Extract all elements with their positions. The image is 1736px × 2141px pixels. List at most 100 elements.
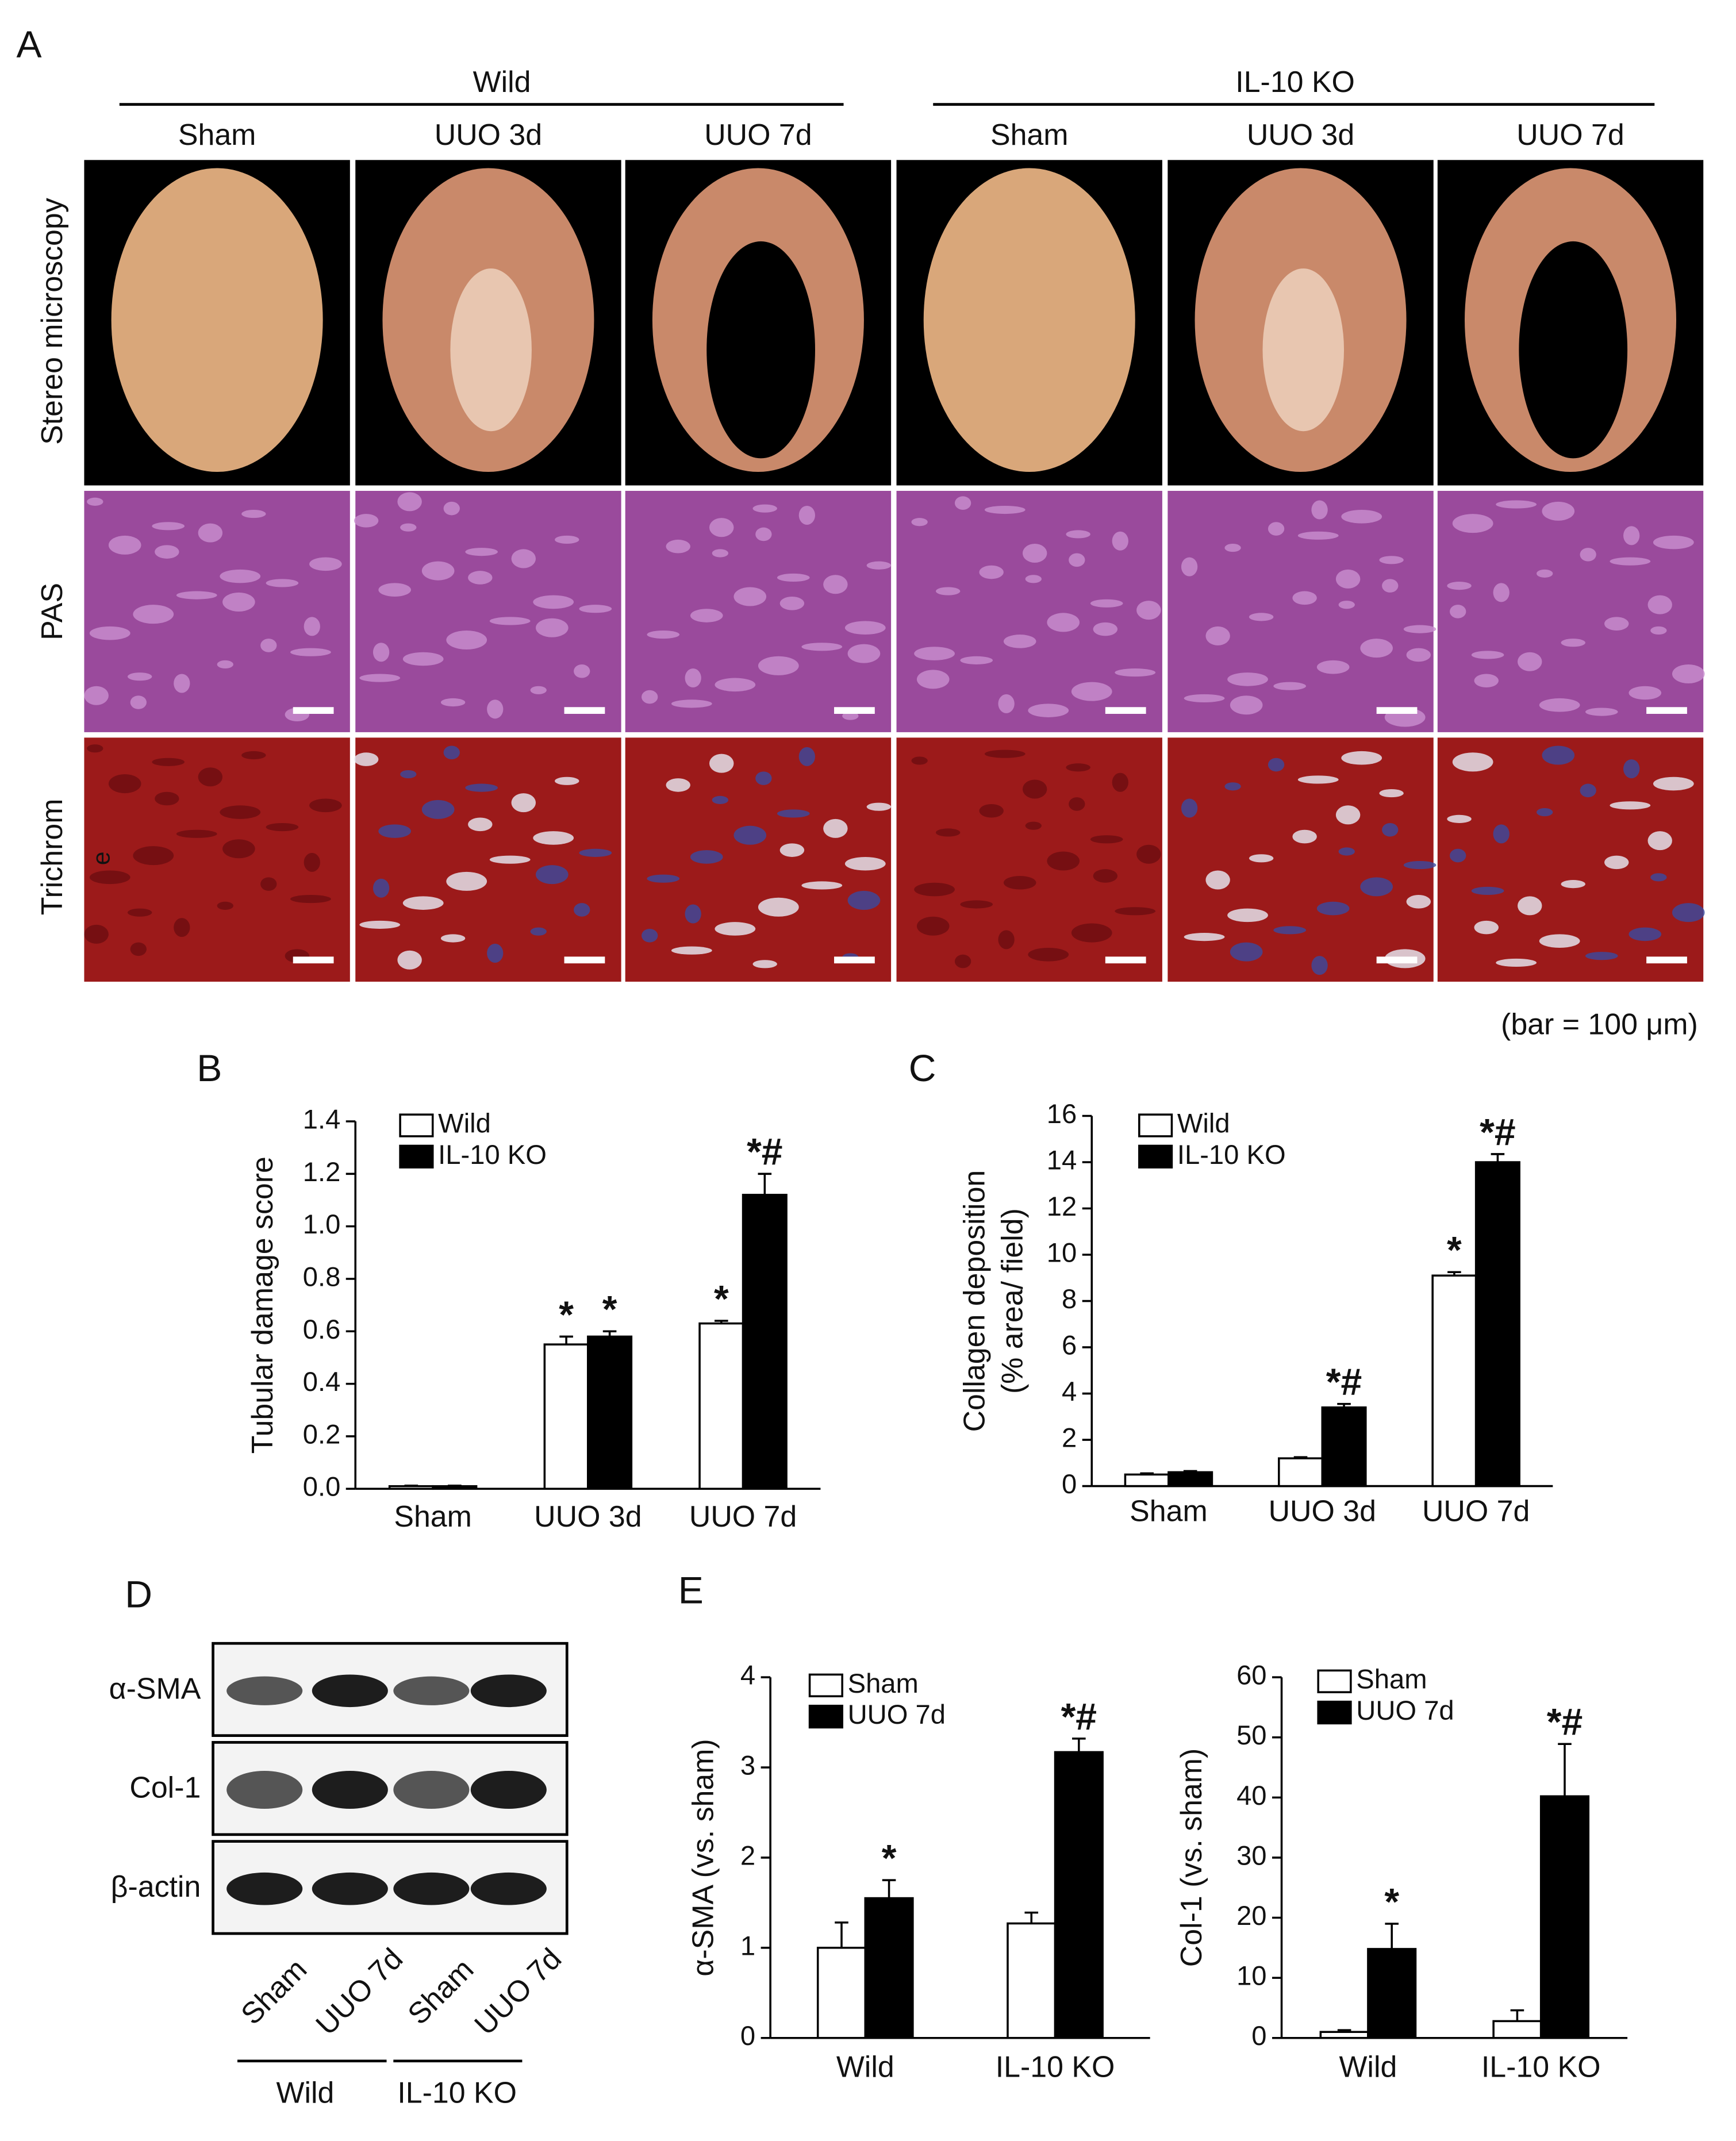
tissue-texture <box>266 579 299 587</box>
significance-mark: * <box>714 1277 729 1320</box>
tissue-texture <box>152 758 185 766</box>
tissue-texture <box>198 523 223 543</box>
tissue-texture <box>1115 668 1156 677</box>
tissue-texture <box>1647 831 1672 851</box>
significance-mark: * <box>602 1288 617 1331</box>
tissue-texture <box>642 928 658 943</box>
tissue-texture <box>1136 844 1161 864</box>
y-axis-label: Tubular damage score <box>245 1156 279 1454</box>
tissue-texture <box>1610 557 1651 566</box>
tissue-texture <box>1205 870 1230 890</box>
tissue-texture <box>685 904 701 924</box>
tissue-texture <box>260 877 277 891</box>
tissue-texture <box>671 699 712 708</box>
tissue-texture <box>1360 639 1393 658</box>
tissue-texture <box>1335 805 1361 825</box>
tissue-texture <box>1230 942 1263 962</box>
tissue-texture <box>752 504 777 513</box>
tissue-texture <box>954 496 971 510</box>
panel-label: B <box>197 1047 222 1089</box>
tissue-texture <box>1093 869 1118 883</box>
y-tick-label: 10 <box>1047 1237 1077 1268</box>
bar <box>543 1343 589 1490</box>
tissue-texture <box>1003 875 1036 890</box>
tissue-texture <box>1184 694 1225 703</box>
y-tick-label: 0.4 <box>303 1366 341 1397</box>
tissue-texture <box>354 752 379 766</box>
tissue-texture <box>1069 797 1085 811</box>
tissue-texture <box>823 818 848 838</box>
tissue-texture <box>715 922 756 936</box>
tissue-texture <box>1224 782 1241 791</box>
tissue-texture <box>823 575 848 594</box>
tissue-texture <box>487 699 504 719</box>
tissue-texture <box>397 950 422 970</box>
column-label: Sham <box>990 118 1069 151</box>
legend-swatch <box>399 1113 434 1137</box>
tissue-texture <box>1537 569 1553 578</box>
tissue-texture <box>1471 651 1504 659</box>
tissue-texture <box>847 890 881 910</box>
tissue-texture <box>1672 664 1705 683</box>
kidney-cavity <box>706 241 815 459</box>
bar <box>1007 1922 1057 2039</box>
tissue-texture <box>1227 908 1268 922</box>
tissue-texture <box>866 802 892 811</box>
tissue-texture <box>960 656 993 664</box>
tissue-texture <box>87 744 103 753</box>
tissue-texture <box>421 799 455 819</box>
tissue-texture <box>916 670 950 689</box>
legend-swatch <box>1138 1144 1173 1168</box>
tissue-texture <box>1672 903 1705 922</box>
tissue-texture <box>798 505 815 525</box>
tissue-texture <box>1629 686 1662 700</box>
tissue-texture <box>1047 851 1080 871</box>
row-label: PAS <box>35 583 68 640</box>
legend-swatch <box>1138 1113 1173 1137</box>
tissue-texture <box>1493 824 1510 844</box>
x-tick-label: Wild <box>1339 2050 1397 2084</box>
bar <box>1054 1751 1104 2039</box>
tissue-texture <box>1268 522 1285 536</box>
tissue-texture <box>1561 639 1585 647</box>
tissue-texture <box>979 565 1004 579</box>
band <box>312 1674 388 1708</box>
tissue-texture <box>84 686 109 705</box>
tissue-texture <box>1403 625 1437 633</box>
tissue-texture <box>755 771 772 785</box>
tissue-texture <box>530 686 547 694</box>
y-tick-label: 14 <box>1047 1145 1077 1175</box>
tissue-texture <box>709 518 734 537</box>
tissue-texture <box>489 617 531 625</box>
tissue-texture <box>1338 847 1355 856</box>
y-tick-label: 2 <box>1062 1423 1077 1453</box>
tissue-texture <box>1493 583 1510 602</box>
kidney <box>923 168 1135 472</box>
y-tick-label: 12 <box>1047 1191 1077 1221</box>
tissue-texture <box>1227 672 1268 686</box>
x-tick-label: IL-10 KO <box>1481 2050 1601 2084</box>
significance-mark: *# <box>1326 1360 1362 1403</box>
tissue-texture <box>354 514 379 528</box>
band <box>470 1872 547 1905</box>
tissue-texture <box>266 822 299 832</box>
tissue-texture <box>555 777 579 785</box>
group-label: IL-10 KO <box>1235 65 1355 98</box>
tissue-texture <box>84 924 109 944</box>
tissue-texture <box>690 850 723 864</box>
tissue-texture <box>911 756 928 765</box>
significance-mark: *# <box>1061 1695 1097 1738</box>
panel-label: E <box>678 1569 704 1611</box>
panel-label: C <box>909 1047 936 1089</box>
band <box>226 1770 303 1809</box>
tissue-texture <box>709 754 734 773</box>
tissue-texture <box>1341 510 1382 524</box>
tissue-texture <box>1090 835 1123 844</box>
tissue-texture <box>916 916 950 936</box>
band <box>312 1872 388 1905</box>
tissue-texture <box>1450 605 1466 618</box>
tissue-texture <box>1025 575 1042 583</box>
tissue-texture <box>1537 808 1553 817</box>
row-label-fragment: e <box>88 851 115 865</box>
tissue-texture <box>443 745 460 760</box>
